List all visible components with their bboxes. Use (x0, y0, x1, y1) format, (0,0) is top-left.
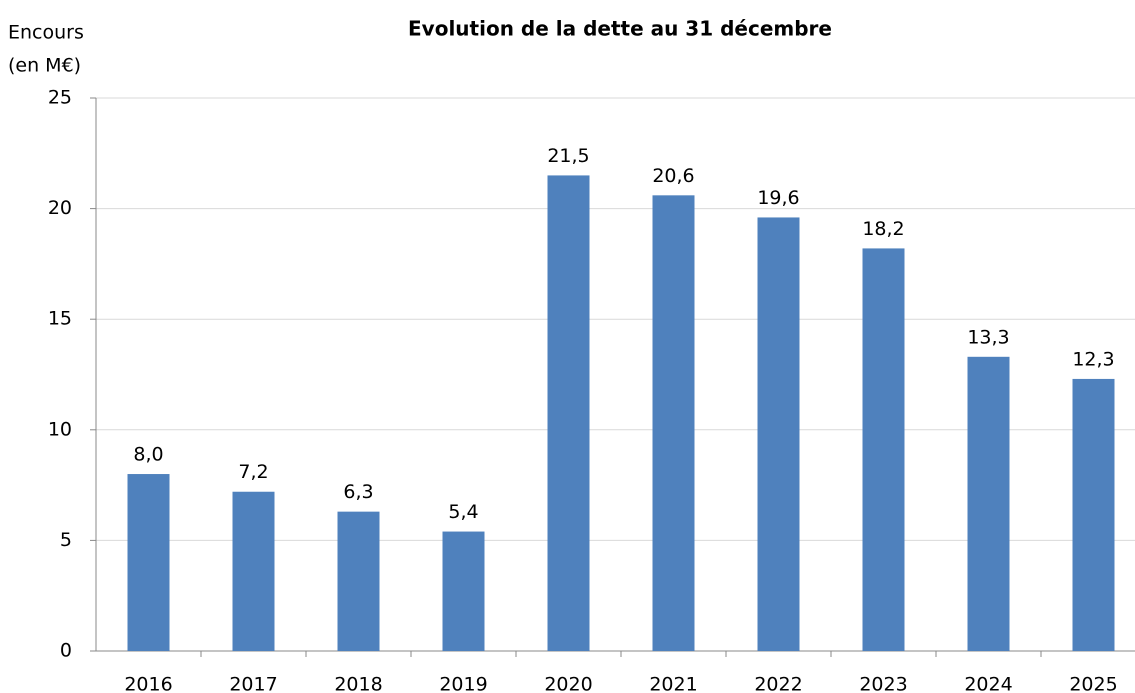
x-tick-label: 2021 (649, 674, 697, 693)
x-tick-label: 2017 (229, 674, 277, 693)
value-label: 20,6 (652, 165, 694, 187)
y-axis-label: Encours (8, 22, 84, 44)
x-tick-label: 2020 (544, 674, 592, 693)
value-label: 18,2 (862, 218, 904, 240)
bar (232, 491, 275, 651)
bar (547, 175, 590, 652)
y-tick-label: 10 (48, 418, 72, 440)
bar (757, 217, 800, 651)
y-tick-label: 15 (48, 308, 72, 330)
value-label: 12,3 (1072, 348, 1114, 370)
bar (967, 356, 1010, 651)
x-tick-label: 2022 (754, 674, 802, 693)
x-tick-label: 2018 (334, 674, 382, 693)
value-label: 13,3 (967, 326, 1009, 348)
value-label: 5,4 (448, 501, 478, 523)
y-tick-label: 5 (60, 529, 72, 551)
bar (337, 511, 380, 651)
value-label: 19,6 (757, 187, 799, 209)
x-tick-label: 2016 (124, 674, 172, 693)
value-label: 7,2 (238, 461, 268, 483)
x-tick-label: 2024 (964, 674, 1012, 693)
y-tick-label: 25 (48, 87, 72, 109)
value-label: 6,3 (343, 481, 373, 503)
y-tick-label: 20 (48, 197, 72, 219)
bar (1072, 378, 1115, 651)
x-tick-label: 2025 (1069, 674, 1117, 693)
value-label: 8,0 (133, 444, 163, 466)
bar (652, 195, 695, 651)
y-tick-label: 0 (60, 640, 72, 662)
y-axis-label: (en M€) (8, 55, 81, 77)
bar (442, 531, 485, 651)
value-label: 21,5 (547, 145, 589, 167)
chart-title: Evolution de la dette au 31 décembre (408, 17, 832, 41)
bar (862, 248, 905, 651)
x-tick-label: 2019 (439, 674, 487, 693)
x-tick-label: 2023 (859, 674, 907, 693)
bar (127, 474, 170, 651)
